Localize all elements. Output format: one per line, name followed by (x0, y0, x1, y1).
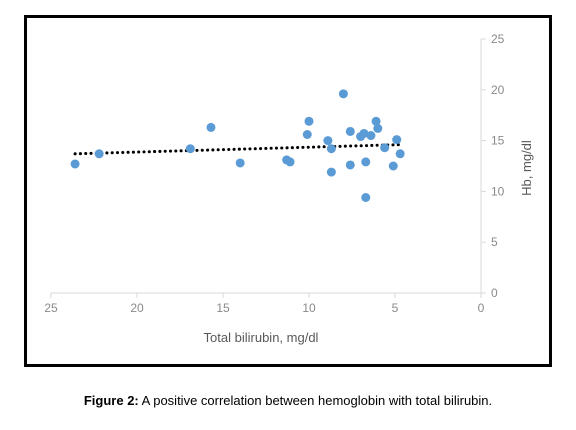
data-point (185, 144, 195, 154)
data-point (304, 116, 314, 126)
data-point (392, 135, 402, 145)
caption-label: Figure 2: (83, 393, 139, 408)
data-points (70, 89, 405, 202)
axes: 25 20 15 10 5 00 5 10 15 20 25 (44, 32, 504, 315)
data-point (373, 123, 383, 133)
data-point (326, 144, 336, 154)
y-axis-title: Hb, mg/dl (519, 140, 534, 196)
data-point (94, 149, 104, 159)
x-tick-label: 20 (130, 301, 144, 315)
data-point (285, 157, 295, 167)
data-point (395, 149, 405, 159)
x-tick-label: 5 (392, 301, 399, 315)
x-tick-label: 0 (478, 301, 485, 315)
data-point (371, 116, 381, 126)
data-point (70, 159, 80, 169)
x-tick-label: 15 (216, 301, 230, 315)
y-tick-label: 10 (491, 184, 505, 198)
figure-caption: Figure 2: A positive correlation between… (0, 393, 576, 408)
data-point (323, 136, 333, 146)
data-point (366, 131, 376, 141)
data-point (361, 157, 371, 167)
data-point (359, 128, 369, 138)
data-point (361, 192, 371, 202)
data-point (235, 158, 245, 168)
data-point (345, 160, 355, 170)
x-tick-label: 25 (44, 301, 58, 315)
x-tick-label: 10 (302, 301, 316, 315)
data-point (206, 122, 216, 132)
y-tick-label: 15 (491, 134, 505, 148)
trendline (73, 143, 400, 156)
data-point (302, 130, 312, 140)
y-tick-label: 25 (491, 32, 505, 46)
chart-frame: 25 20 15 10 5 0 0 5 10 15 20 25 Total bilirubin, mg… (24, 15, 552, 367)
data-point (388, 161, 398, 171)
scatter-plot: 25 20 15 10 5 00 5 10 15 20 25 Total bilirubin, mg… (44, 32, 534, 345)
data-point (380, 143, 390, 153)
data-point (326, 167, 336, 177)
y-tick-label: 0 (491, 286, 498, 300)
trendline-path (73, 143, 400, 156)
data-point (338, 89, 348, 99)
caption-text: A positive correlation between hemoglobi… (138, 393, 493, 408)
data-point (345, 126, 355, 136)
x-axis-title: Total bilirubin, mg/dl (204, 330, 319, 345)
y-tick-label: 20 (491, 83, 505, 97)
y-tick-label: 5 (491, 235, 498, 249)
